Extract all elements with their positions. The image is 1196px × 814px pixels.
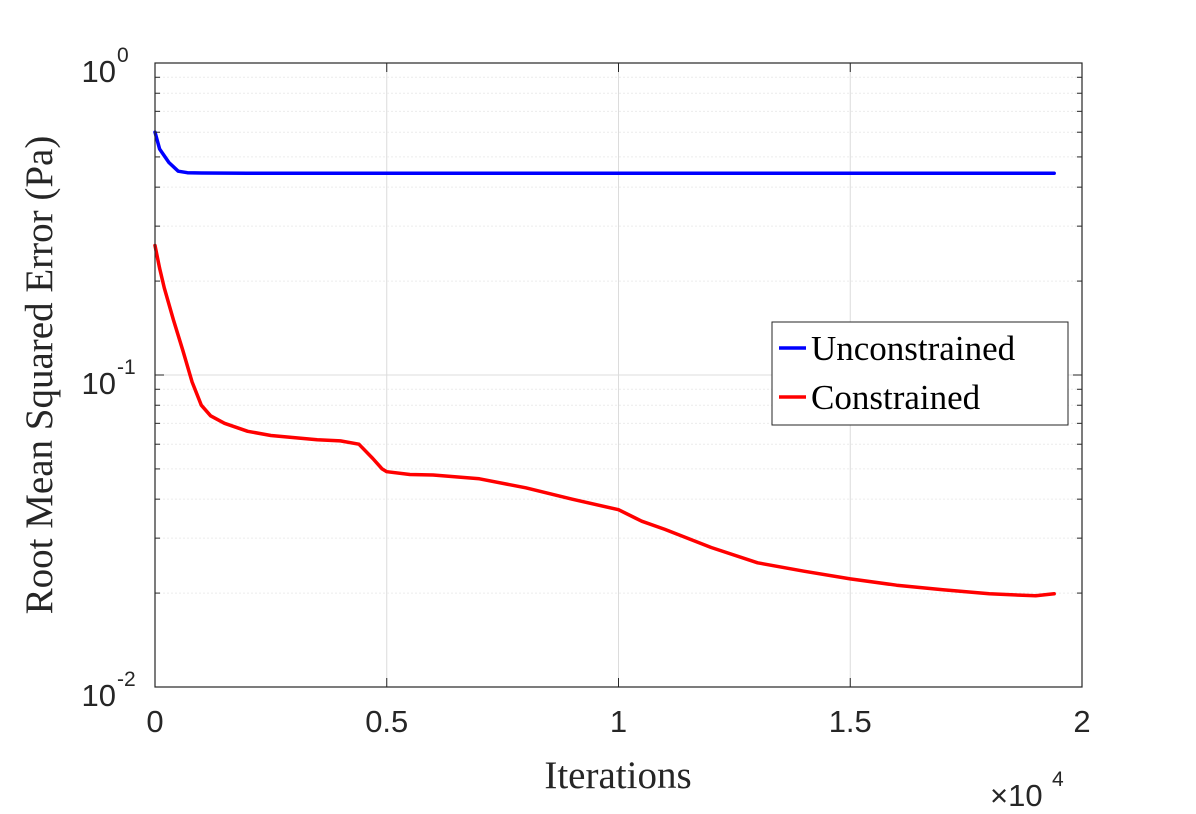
legend-label-unconstrained: Unconstrained [811, 329, 1016, 368]
x-tick-label: 2 [1073, 704, 1090, 739]
y-tick-label-base: 10 [82, 54, 116, 89]
legend: Unconstrained Constrained [771, 321, 1069, 426]
series-line-constrained [153, 243, 1056, 598]
y-tick-label-exp: -2 [117, 668, 136, 691]
y-axis-title: Root Mean Squared Error (Pa) [18, 136, 61, 615]
y-tick-label-exp: 0 [117, 44, 129, 67]
series-layer [153, 130, 1056, 598]
y-tick-label: 10 -2 [82, 668, 136, 713]
x-tick-labels: 0 0.5 1 1.5 2 [146, 704, 1090, 739]
y-tick-label-exp: -1 [117, 356, 136, 379]
legend-box [771, 321, 1069, 426]
legend-label-constrained: Constrained [811, 378, 981, 417]
y-tick-label-base: 10 [82, 366, 116, 401]
x-tick-label: 0.5 [365, 704, 408, 739]
y-tick-label: 10 -1 [82, 356, 136, 401]
x-multiplier-base: ×10 [990, 778, 1043, 813]
x-tick-label: 0 [146, 704, 163, 739]
ticks [154, 62, 1083, 688]
series-line-unconstrained [153, 130, 1056, 176]
x-tick-label: 1.5 [829, 704, 872, 739]
x-multiplier: ×10 4 [990, 768, 1064, 813]
legend-items: Unconstrained Constrained [779, 329, 1016, 417]
x-multiplier-exp: 4 [1052, 768, 1064, 791]
x-tick-label: 1 [610, 704, 627, 739]
x-axis-title: Iterations [544, 754, 691, 797]
y-tick-label: 10 0 [82, 44, 129, 89]
y-tick-label-base: 10 [82, 678, 116, 713]
